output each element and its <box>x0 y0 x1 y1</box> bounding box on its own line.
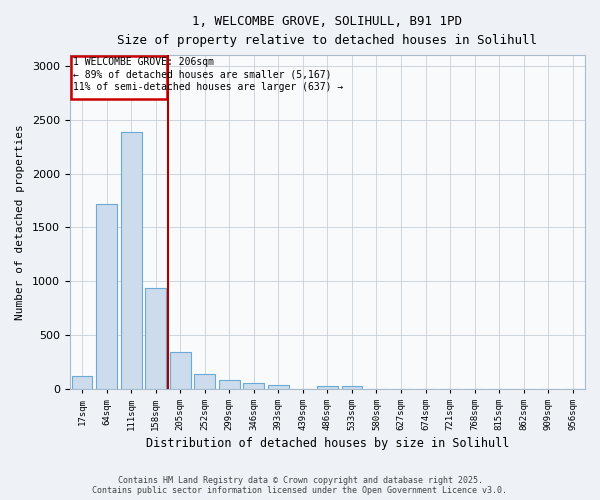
Bar <box>219 380 239 389</box>
Bar <box>317 386 338 389</box>
Bar <box>96 204 117 389</box>
Y-axis label: Number of detached properties: Number of detached properties <box>15 124 25 320</box>
Text: 1 WELCOMBE GROVE: 206sqm: 1 WELCOMBE GROVE: 206sqm <box>73 58 214 68</box>
Bar <box>71 376 92 389</box>
Bar <box>145 288 166 389</box>
Bar <box>194 374 215 389</box>
Text: ← 89% of detached houses are smaller (5,167): ← 89% of detached houses are smaller (5,… <box>73 70 331 80</box>
Bar <box>268 385 289 389</box>
Title: 1, WELCOMBE GROVE, SOLIHULL, B91 1PD
Size of property relative to detached house: 1, WELCOMBE GROVE, SOLIHULL, B91 1PD Siz… <box>118 15 538 47</box>
Bar <box>341 386 362 389</box>
Bar <box>121 132 142 389</box>
Text: 11% of semi-detached houses are larger (637) →: 11% of semi-detached houses are larger (… <box>73 82 343 92</box>
Bar <box>244 383 264 389</box>
Bar <box>71 56 167 99</box>
X-axis label: Distribution of detached houses by size in Solihull: Distribution of detached houses by size … <box>146 437 509 450</box>
Bar <box>170 352 191 389</box>
Text: Contains HM Land Registry data © Crown copyright and database right 2025.
Contai: Contains HM Land Registry data © Crown c… <box>92 476 508 495</box>
